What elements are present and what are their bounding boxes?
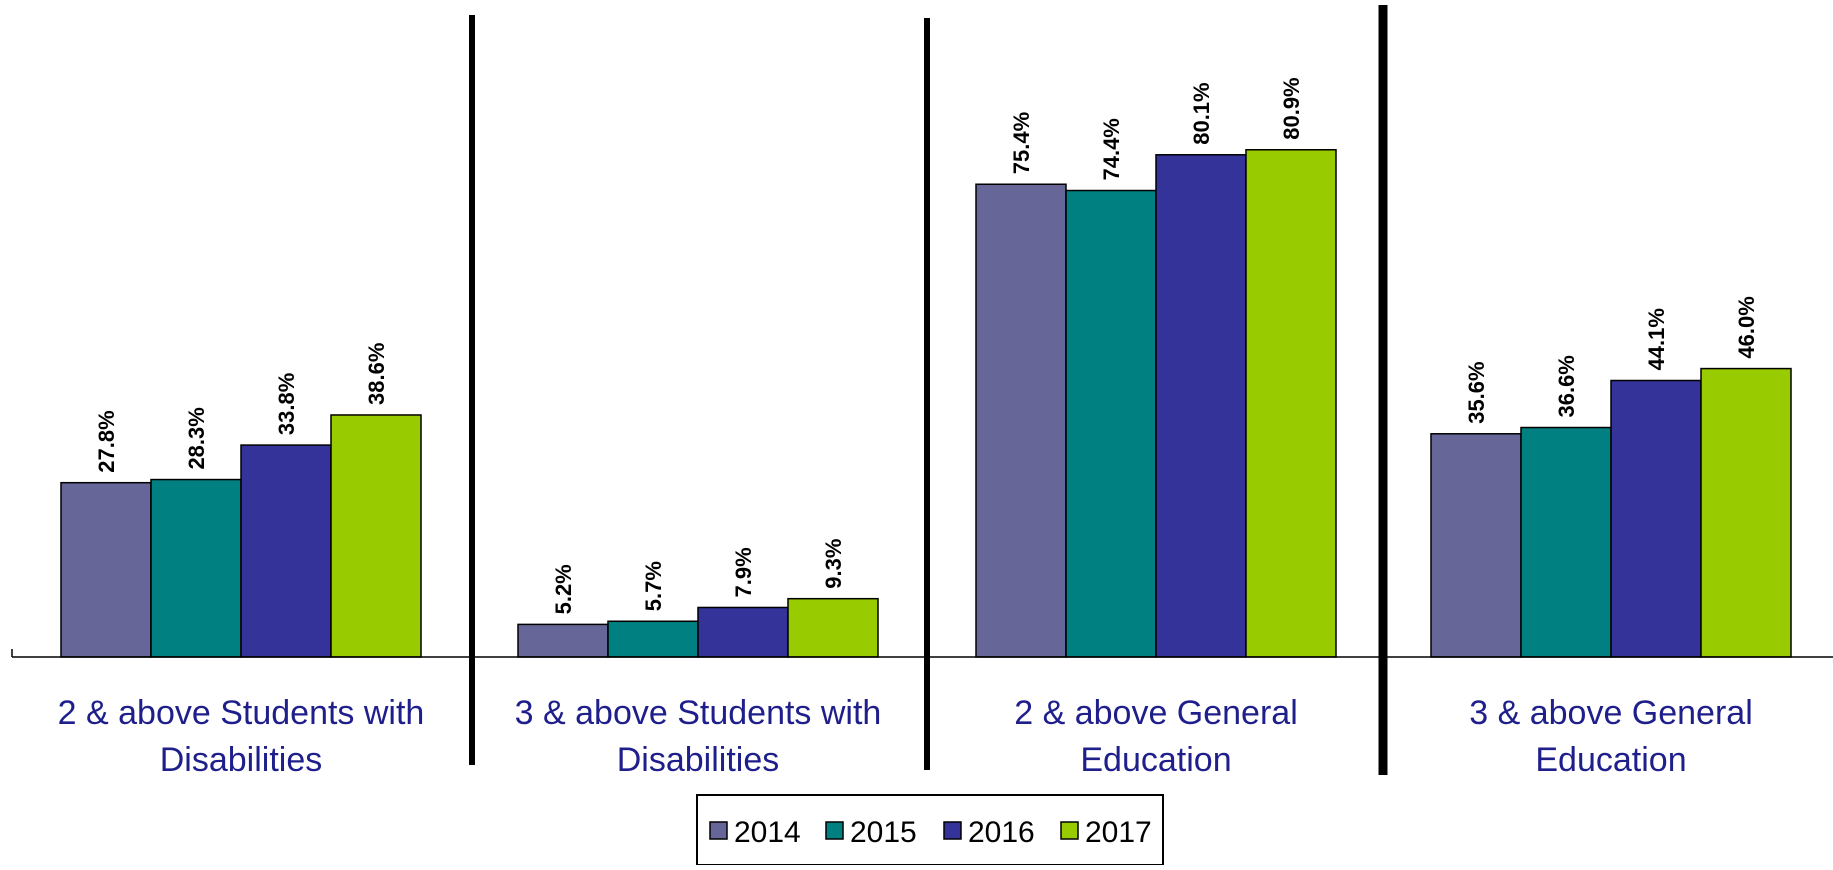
bar-2015 — [1520, 426, 1612, 658]
data-label: 75.4% — [1009, 112, 1034, 174]
data-label: 38.6% — [364, 343, 389, 405]
category-label: 2 & above General — [1014, 694, 1298, 732]
bar-2015 — [150, 478, 242, 658]
legend-swatch-2016 — [943, 821, 962, 840]
data-labels-group: 27.8% 28.3% 33.8% 38.6% 5.2% 5.7% 7.9% 9.3% 75.4… — [94, 77, 1759, 614]
category-label: Education — [1080, 741, 1231, 779]
bars-group — [60, 149, 1792, 658]
bar-2015 — [1065, 189, 1157, 658]
category-label: 2 & above Students with — [58, 694, 425, 732]
legend-swatch-2017 — [1060, 821, 1079, 840]
bar-2016 — [1610, 379, 1702, 658]
legend-label-2017: 2017 — [1085, 816, 1152, 849]
bar-2017 — [787, 597, 879, 658]
legend: 2014 2015 2016 2017 — [696, 794, 1164, 866]
data-label: 74.4% — [1099, 118, 1124, 180]
data-label: 80.1% — [1189, 82, 1214, 144]
group-separators — [469, 5, 1388, 775]
legend-box — [696, 794, 1164, 866]
data-label: 9.3% — [821, 539, 846, 589]
category-label: 3 & above Students with — [515, 694, 882, 732]
category-labels-group: 2 & above Students with Disabilities 3 & a… — [58, 694, 1753, 779]
legend-swatch-2014 — [709, 821, 728, 840]
category-label: 3 & above General — [1469, 694, 1753, 732]
bar-2015 — [607, 620, 699, 658]
data-label: 36.6% — [1554, 355, 1579, 417]
data-label: 35.6% — [1464, 361, 1489, 423]
group-separator-line — [469, 15, 475, 765]
category-label: Disabilities — [160, 741, 323, 779]
group-separator-line — [1378, 5, 1388, 775]
legend-label-2015: 2015 — [850, 816, 917, 849]
data-label: 27.8% — [94, 410, 119, 472]
bar-2014 — [60, 481, 152, 658]
data-label: 44.1% — [1644, 308, 1669, 370]
legend-label-2016: 2016 — [968, 816, 1035, 849]
bar-2017 — [330, 414, 422, 658]
legend-swatch-2015 — [825, 821, 844, 840]
bar-2014 — [517, 623, 609, 658]
data-label: 28.3% — [184, 407, 209, 469]
data-label: 33.8% — [274, 373, 299, 435]
bar-2014 — [1430, 433, 1522, 658]
group-separator-line — [924, 18, 930, 770]
x-axis — [11, 649, 1833, 658]
data-label: 80.9% — [1279, 77, 1304, 139]
category-label: Education — [1535, 741, 1686, 779]
legend-label-2014: 2014 — [734, 816, 801, 849]
bar-2016 — [1155, 154, 1247, 658]
bar-2016 — [240, 444, 332, 658]
data-label: 5.2% — [551, 564, 576, 614]
bar-2017 — [1245, 149, 1337, 658]
data-label: 46.0% — [1734, 296, 1759, 358]
bar-2014 — [975, 183, 1067, 658]
bar-2017 — [1700, 367, 1792, 658]
category-label: Disabilities — [617, 741, 780, 779]
data-label: 7.9% — [731, 547, 756, 597]
bar-2016 — [697, 606, 789, 658]
data-label: 5.7% — [641, 561, 666, 611]
